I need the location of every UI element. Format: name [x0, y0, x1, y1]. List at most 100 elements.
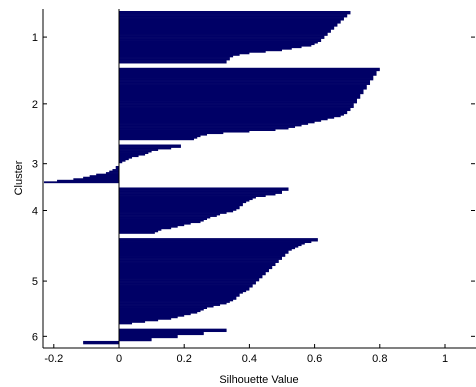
silhouette-bar	[119, 285, 253, 288]
silhouette-bar	[119, 215, 217, 217]
silhouette-bar	[119, 319, 159, 322]
silhouette-bar	[119, 265, 273, 268]
silhouette-bar	[119, 60, 227, 62]
silhouette-bar	[119, 90, 364, 93]
silhouette-bar	[119, 57, 230, 59]
y-tick-label: 3	[32, 159, 38, 171]
silhouette-bar	[83, 176, 119, 179]
silhouette-bar	[119, 270, 269, 273]
silhouette-bar	[119, 138, 194, 141]
x-axis-ticks: -0.2 0 0.2 0.4 0.6 0.8 1	[44, 344, 448, 365]
silhouette-bar	[119, 12, 351, 15]
x-tick-label: 0.8	[372, 353, 387, 365]
silhouette-bar	[119, 253, 286, 256]
silhouette-bar	[119, 299, 234, 302]
silhouette-bar	[119, 231, 155, 234]
silhouette-bar	[119, 210, 234, 213]
silhouette-bar	[119, 187, 289, 190]
silhouette-bar	[119, 81, 371, 84]
silhouette-bar	[119, 115, 341, 118]
silhouette-bar	[119, 17, 344, 19]
silhouette-bar	[119, 109, 351, 112]
silhouette-bar	[119, 35, 325, 38]
silhouette-bar	[119, 287, 250, 290]
silhouette-bar	[119, 248, 292, 251]
silhouette-bar	[119, 317, 172, 320]
silhouette-bar	[119, 202, 243, 205]
silhouette-bar	[119, 308, 204, 311]
silhouette-bar	[119, 330, 227, 333]
silhouette-bar	[119, 199, 250, 202]
silhouette-bar	[119, 95, 361, 98]
silhouette-bar	[119, 53, 240, 56]
silhouette-bar	[112, 169, 119, 171]
silhouette-bar	[119, 313, 191, 316]
silhouette-bar	[119, 242, 305, 245]
silhouette-bar	[105, 172, 119, 174]
y-tick-label: 2	[32, 99, 38, 111]
silhouette-bar	[119, 52, 250, 55]
silhouette-bar	[119, 101, 357, 104]
silhouette-bar	[119, 261, 279, 263]
silhouette-bar	[119, 37, 325, 39]
silhouette-bar	[119, 127, 289, 130]
silhouette-bar	[119, 316, 178, 319]
silhouette-bar	[119, 297, 237, 300]
silhouette-bar	[119, 24, 338, 27]
silhouette-bar	[119, 58, 230, 61]
silhouette-bar	[119, 244, 302, 247]
silhouette-bar	[119, 328, 227, 331]
silhouette-bar	[119, 93, 361, 96]
x-tick-label: 0	[116, 353, 122, 365]
silhouette-bar	[119, 322, 133, 325]
silhouette-bar	[119, 250, 289, 253]
silhouette-bar	[119, 221, 201, 224]
silhouette-bar	[119, 258, 282, 260]
silhouette-bar	[119, 132, 224, 135]
silhouette-bar	[119, 339, 152, 342]
y-tick-label: 1	[32, 32, 38, 44]
silhouette-bar	[119, 268, 269, 271]
silhouette-bar	[119, 256, 282, 259]
silhouette-bar	[119, 230, 159, 233]
silhouette-bar	[119, 46, 302, 49]
silhouette-bar	[119, 278, 260, 280]
silhouette-bar	[119, 75, 374, 78]
silhouette-bar	[119, 239, 318, 242]
silhouette-bar	[115, 167, 119, 170]
silhouette-bar	[119, 227, 172, 230]
silhouette-bar	[119, 78, 374, 81]
silhouette-bar	[119, 190, 282, 193]
silhouette-bar	[119, 23, 338, 26]
x-tick-label: 1	[442, 353, 448, 365]
silhouette-bar	[119, 273, 266, 276]
silhouette-bar	[119, 43, 315, 46]
silhouette-bar	[119, 262, 276, 265]
silhouette-bar	[119, 83, 371, 85]
silhouette-bar	[119, 110, 348, 113]
silhouette-bar	[119, 112, 348, 115]
silhouette-bar	[119, 158, 129, 161]
silhouette-bar	[119, 103, 354, 105]
silhouette-bar	[119, 159, 126, 162]
silhouette-bar	[119, 34, 328, 36]
silhouette-bar	[119, 337, 152, 340]
silhouette-bar	[119, 69, 380, 72]
silhouette-bar	[119, 123, 309, 125]
x-tick-label: 0.6	[307, 353, 322, 365]
silhouette-bar	[119, 144, 181, 147]
bar-group	[44, 11, 380, 345]
silhouette-bar	[119, 21, 341, 24]
silhouette-bar	[119, 149, 159, 151]
silhouette-bar	[119, 212, 227, 214]
silhouette-bar	[119, 305, 214, 308]
silhouette-bar	[119, 155, 139, 158]
silhouette-bar	[119, 126, 296, 128]
silhouette-bar	[119, 228, 162, 231]
silhouette-bar	[119, 40, 322, 42]
silhouette-bar	[119, 84, 367, 87]
silhouette-bar	[119, 333, 204, 336]
silhouette-bar	[119, 311, 198, 314]
silhouette-bar	[119, 304, 221, 306]
silhouette-bar	[119, 11, 351, 13]
